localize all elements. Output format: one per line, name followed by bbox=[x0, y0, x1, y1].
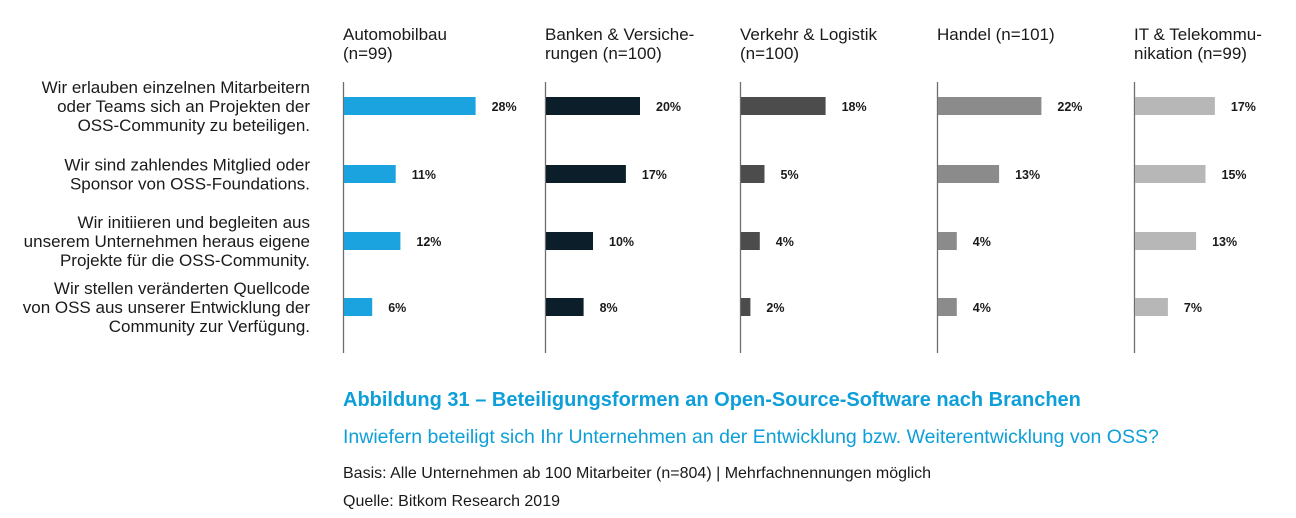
bar bbox=[938, 298, 957, 316]
value-label: 10% bbox=[609, 235, 634, 249]
bar bbox=[938, 97, 1042, 115]
figure-title: Abbildung 31 – Beteiligungsformen an Ope… bbox=[343, 389, 1081, 411]
value-label: 13% bbox=[1212, 235, 1237, 249]
panel-title: Verkehr & Logistik bbox=[740, 25, 878, 44]
panel-title: Banken & Versiche- bbox=[545, 25, 694, 44]
bar bbox=[938, 165, 1000, 183]
bar bbox=[546, 232, 593, 250]
panel-title: nikation (n=99) bbox=[1134, 44, 1247, 63]
category-label: Wir erlauben einzelnen Mitarbeitern bbox=[42, 78, 310, 97]
category-label: Projekte für die OSS-Community. bbox=[60, 251, 310, 270]
category-label: OSS-Community zu beteiligen. bbox=[78, 116, 310, 135]
bar bbox=[741, 97, 826, 115]
bar bbox=[1135, 232, 1197, 250]
category-label: Wir sind zahlendes Mitglied oder bbox=[64, 156, 310, 175]
bar bbox=[344, 298, 373, 316]
panel-title: Handel (n=101) bbox=[937, 25, 1055, 44]
category-label: Sponsor von OSS-Foundations. bbox=[70, 175, 310, 194]
value-label: 4% bbox=[973, 235, 991, 249]
category-label: oder Teams sich an Projekten der bbox=[57, 97, 310, 116]
panel-title: IT & Telekommu- bbox=[1134, 25, 1262, 44]
bar bbox=[546, 298, 584, 316]
figure-question: Inwiefern beteiligt sich Ihr Unternehmen… bbox=[343, 426, 1159, 448]
category-label: Wir initiieren und begleiten aus bbox=[78, 213, 310, 232]
value-label: 22% bbox=[1057, 100, 1082, 114]
value-label: 11% bbox=[412, 168, 436, 182]
bar bbox=[741, 298, 751, 316]
value-label: 4% bbox=[776, 235, 794, 249]
bar bbox=[741, 232, 760, 250]
value-label: 17% bbox=[1231, 100, 1256, 114]
panel-title: (n=100) bbox=[740, 44, 799, 63]
value-label: 20% bbox=[656, 100, 681, 114]
value-label: 7% bbox=[1184, 301, 1202, 315]
bar bbox=[546, 97, 640, 115]
value-label: 18% bbox=[842, 100, 867, 114]
figure-basis: Basis: Alle Unternehmen ab 100 Mitarbeit… bbox=[343, 465, 932, 482]
value-label: 6% bbox=[388, 301, 406, 315]
category-label: von OSS aus unserer Entwicklung der bbox=[23, 298, 311, 317]
value-label: 12% bbox=[416, 235, 441, 249]
bar bbox=[741, 165, 765, 183]
value-label: 8% bbox=[600, 301, 618, 315]
bar bbox=[938, 232, 957, 250]
value-label: 13% bbox=[1015, 168, 1040, 182]
panel-title: rungen (n=100) bbox=[545, 44, 662, 63]
bar bbox=[344, 97, 476, 115]
bar bbox=[546, 165, 626, 183]
category-label: Wir stellen veränderten Quellcode bbox=[54, 279, 310, 298]
panel-title: Automobilbau bbox=[343, 25, 447, 44]
figure-source: Quelle: Bitkom Research 2019 bbox=[343, 493, 560, 510]
value-label: 5% bbox=[781, 168, 799, 182]
bar bbox=[1135, 97, 1215, 115]
bar bbox=[344, 232, 401, 250]
value-label: 4% bbox=[973, 301, 991, 315]
bar bbox=[1135, 165, 1206, 183]
bar bbox=[1135, 298, 1168, 316]
category-label: Community zur Verfügung. bbox=[109, 317, 310, 336]
bar bbox=[344, 165, 396, 183]
chart: Wir erlauben einzelnen Mitarbeiternoder … bbox=[23, 25, 1262, 353]
value-label: 28% bbox=[492, 100, 517, 114]
value-label: 2% bbox=[766, 301, 784, 315]
value-label: 17% bbox=[642, 168, 667, 182]
category-label: unserem Unternehmen heraus eigene bbox=[24, 232, 310, 251]
value-label: 15% bbox=[1222, 168, 1247, 182]
panel-title: (n=99) bbox=[343, 44, 393, 63]
